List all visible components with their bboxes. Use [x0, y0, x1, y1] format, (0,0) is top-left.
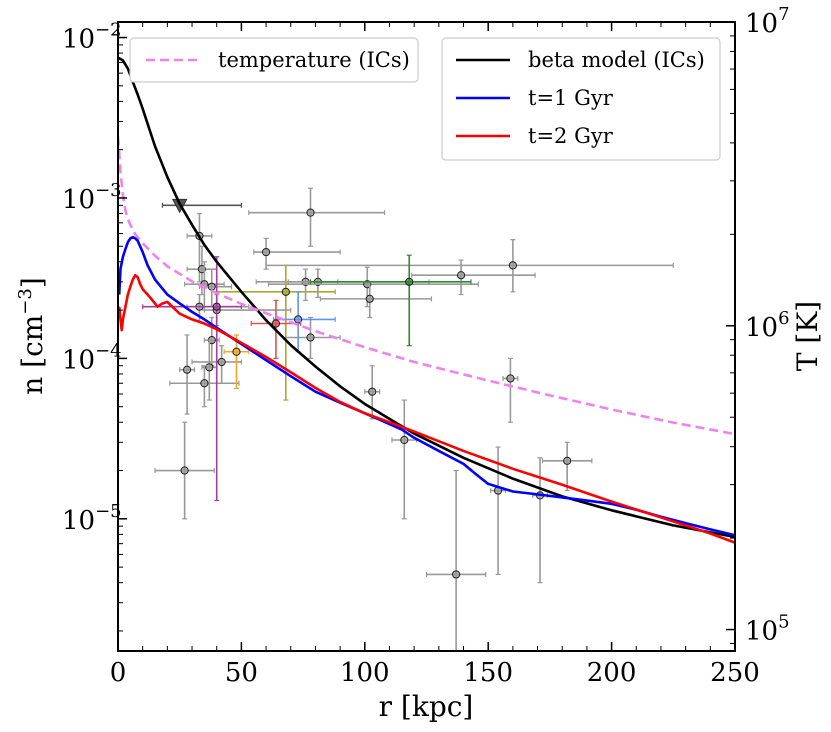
y-right-tick-label: 105 — [745, 612, 790, 647]
observation-point — [281, 287, 290, 296]
y-right-tick-label: 107 — [745, 4, 790, 39]
observation-point — [232, 347, 241, 356]
observation-12 — [179, 334, 196, 415]
observation-21 — [364, 365, 381, 420]
observation-23 — [502, 357, 519, 423]
observation-13 — [154, 421, 215, 520]
x-axis-title: r [kpc] — [379, 690, 474, 723]
observation-24 — [541, 441, 593, 492]
legend-right: beta model (ICs) t=1 Gyr t=2 Gyr — [441, 37, 721, 161]
y-axis-left-title-exponent: −3 — [15, 288, 36, 315]
observation-25 — [490, 446, 507, 576]
observation-18 — [319, 281, 433, 319]
observation-11 — [169, 365, 240, 408]
y-left-tick-label: 10−2 — [62, 20, 122, 55]
observation-32 — [309, 254, 472, 347]
observation-point — [506, 374, 515, 383]
legend-t1-label: t=1 Gyr — [528, 86, 614, 110]
legend-beta-label: beta model (ICs) — [528, 48, 705, 72]
observation-20 — [265, 239, 674, 293]
x-tick-label: 0 — [110, 658, 127, 688]
y-left-tick-label: 10−5 — [62, 501, 122, 536]
x-tick-label: 50 — [225, 658, 258, 688]
observation-27 — [425, 469, 487, 651]
plot-frame — [117, 21, 736, 652]
observation-22 — [391, 399, 418, 520]
series-line-beta-model-ics — [118, 56, 735, 539]
observation-point — [200, 379, 209, 388]
x-tick-label: 150 — [463, 658, 513, 688]
legend-left-box — [129, 37, 419, 83]
observation-1 — [248, 187, 386, 247]
x-tick-label: 200 — [587, 658, 637, 688]
data-layer — [118, 56, 735, 651]
y-right-tick-label: 106 — [745, 308, 790, 343]
upper-limit-marker — [161, 198, 242, 214]
legend-t2-label: t=2 Gyr — [528, 124, 614, 148]
ticks-layer: 0 50 100 150 200 250 10−2 10−3 10−4 10−5 105 106 107 — [62, 4, 790, 688]
observation-29 — [223, 334, 250, 390]
y-axis-left-title: n [cm−3] — [15, 277, 49, 395]
observation-point — [183, 365, 192, 374]
observation-point — [405, 277, 414, 286]
observation-point — [400, 435, 409, 445]
legend-left: temperature (ICs) — [129, 37, 419, 83]
observation-point — [207, 282, 216, 291]
y-axis-right-title: T [K] — [791, 301, 824, 371]
observation-point — [180, 466, 189, 475]
observation-point — [261, 247, 271, 257]
observation-point — [456, 271, 466, 280]
observation-point — [205, 363, 214, 372]
x-tick-label: 100 — [340, 658, 390, 688]
observation-point — [306, 208, 315, 217]
x-tick-label: 250 — [710, 658, 760, 688]
observation-17 — [267, 266, 479, 308]
observation-15 — [287, 268, 339, 299]
y-left-tick-label: 10−4 — [62, 340, 122, 375]
observation-point — [271, 319, 281, 328]
observation-33 — [142, 256, 242, 502]
series-line-temperature-ics — [118, 136, 735, 436]
legend-right-box — [441, 37, 721, 161]
observation-point — [563, 456, 572, 465]
y-left-tick-label: 10−3 — [62, 180, 122, 215]
series-line-t-1-gyr — [118, 235, 735, 537]
observation-point — [212, 302, 221, 311]
observation-point — [217, 357, 226, 367]
observation-point — [508, 261, 517, 270]
observation-2 — [253, 237, 341, 270]
series-line-t-2-gyr — [118, 273, 735, 544]
observation-point — [368, 387, 377, 396]
legend-temperature-label: temperature (ICs) — [218, 48, 410, 72]
observation-point — [306, 333, 315, 342]
observation-point — [452, 570, 461, 579]
observation-point — [365, 294, 374, 303]
